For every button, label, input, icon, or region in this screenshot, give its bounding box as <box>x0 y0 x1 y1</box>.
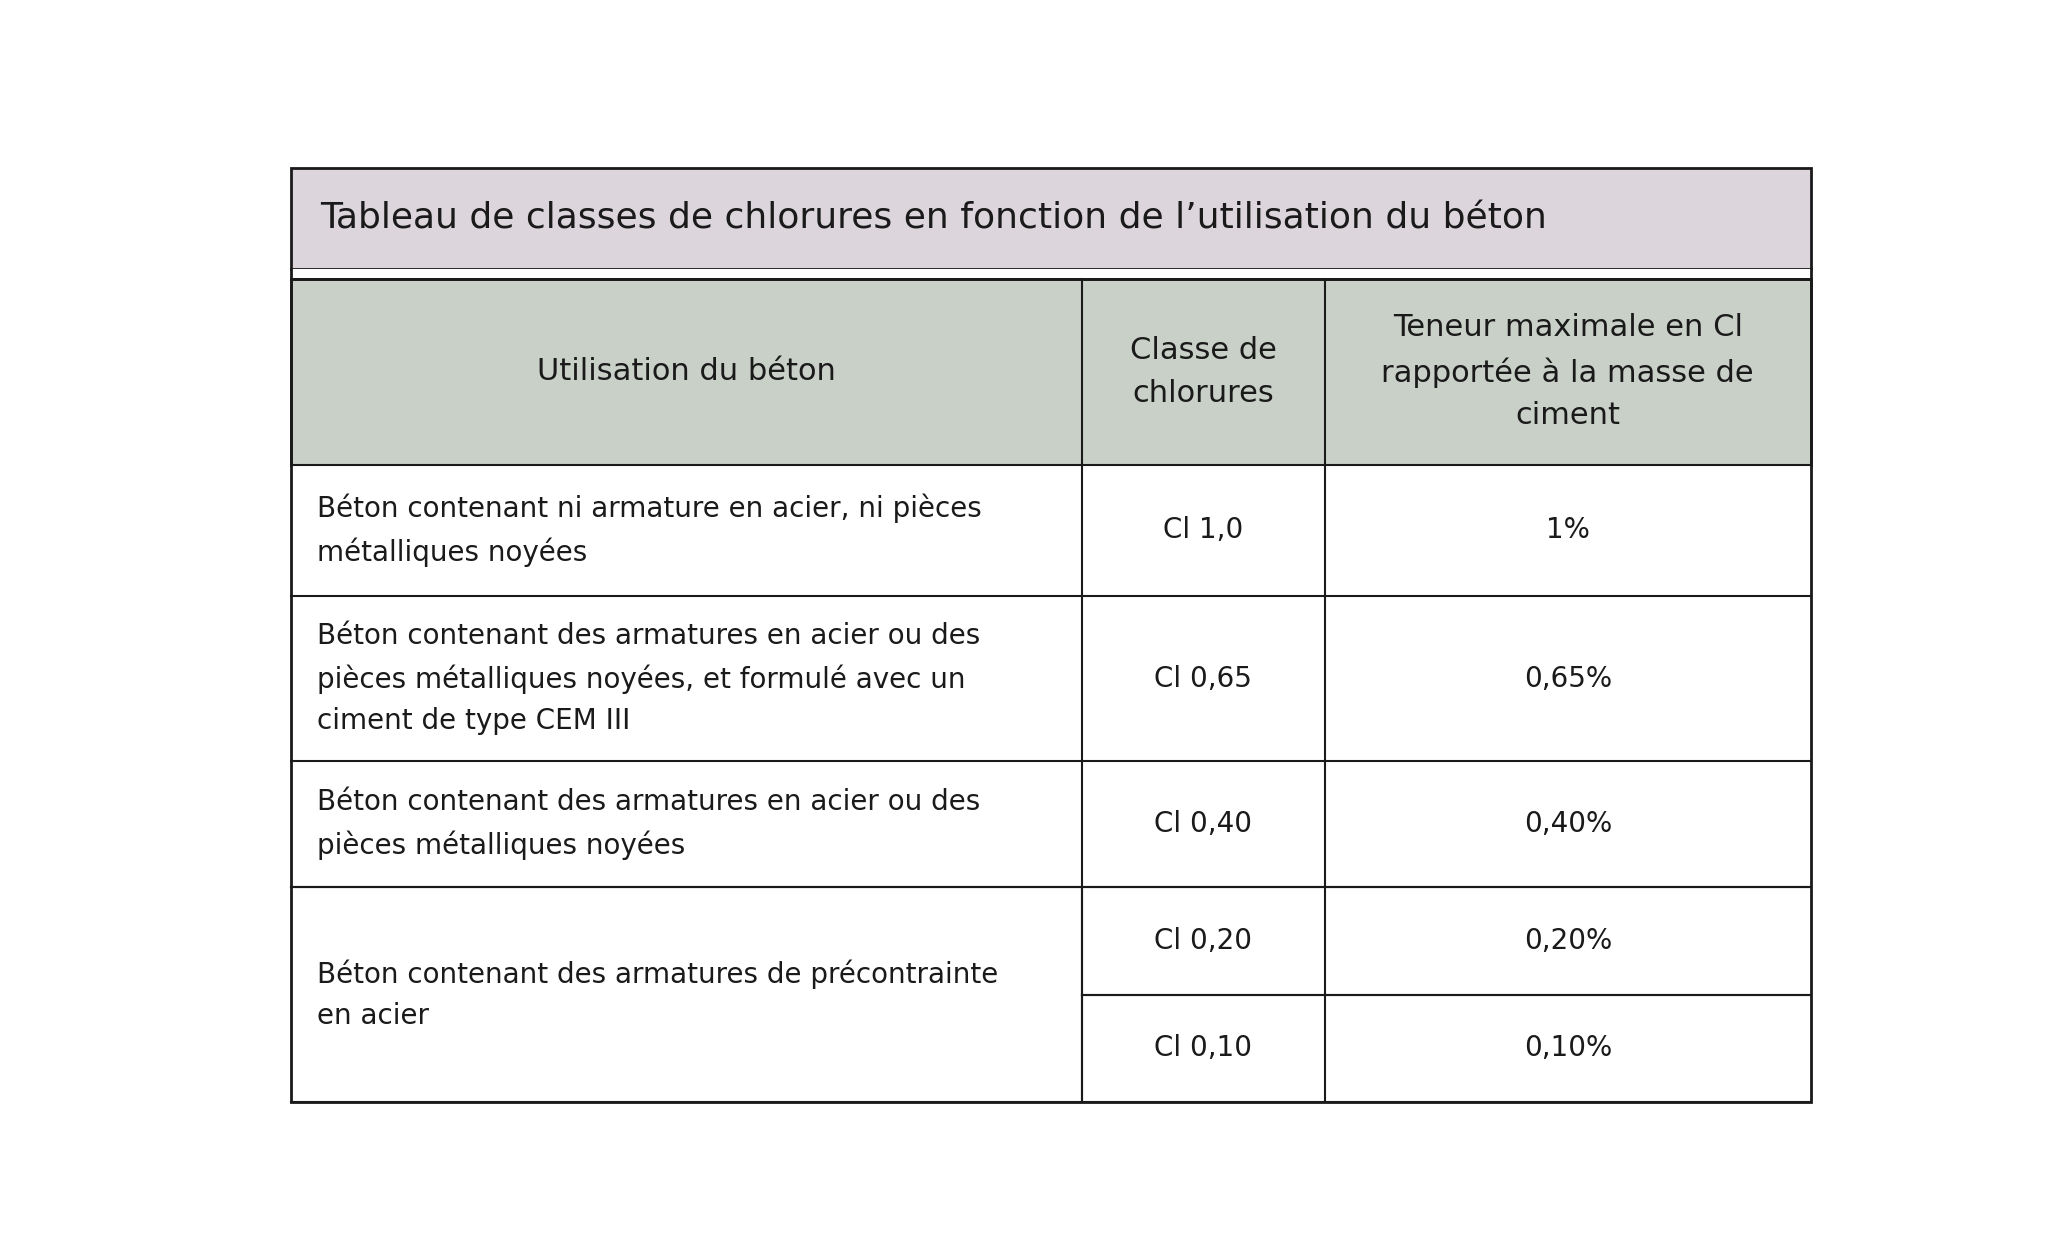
Bar <box>291 595 1811 761</box>
Text: Béton contenant des armatures de précontrainte
en acier: Béton contenant des armatures de précont… <box>316 960 999 1030</box>
Bar <box>291 887 1811 995</box>
Text: Cl 0,40: Cl 0,40 <box>1155 810 1251 838</box>
Text: Béton contenant des armatures en acier ou des
pièces métalliques noyées, et form: Béton contenant des armatures en acier o… <box>316 623 980 735</box>
Text: Cl 0,65: Cl 0,65 <box>1155 664 1251 692</box>
Bar <box>291 279 1811 465</box>
Text: Cl 0,20: Cl 0,20 <box>1155 927 1251 955</box>
Bar <box>291 995 1811 1102</box>
Text: 0,65%: 0,65% <box>1524 664 1612 692</box>
Text: Utilisation du béton: Utilisation du béton <box>537 357 837 386</box>
Text: Béton contenant des armatures en acier ou des
pièces métalliques noyées: Béton contenant des armatures en acier o… <box>316 789 980 860</box>
Text: 0,40%: 0,40% <box>1524 810 1612 838</box>
Bar <box>291 279 1811 1102</box>
Text: Béton contenant ni armature en acier, ni pièces
métalliques noyées: Béton contenant ni armature en acier, ni… <box>316 493 982 567</box>
Text: 0,20%: 0,20% <box>1524 927 1612 955</box>
Text: Classe de
chlorures: Classe de chlorures <box>1130 336 1276 408</box>
Text: Tableau de classes de chlorures en fonction de l’utilisation du béton: Tableau de classes de chlorures en fonct… <box>320 201 1546 235</box>
Bar <box>291 269 1811 279</box>
Bar <box>291 465 1811 595</box>
Text: 0,10%: 0,10% <box>1524 1034 1612 1063</box>
Text: Teneur maximale en Cl
rapportée à la masse de
ciment: Teneur maximale en Cl rapportée à la mas… <box>1382 313 1754 430</box>
Bar <box>291 169 1811 269</box>
Text: Cl 0,10: Cl 0,10 <box>1155 1034 1251 1063</box>
Text: Cl 1,0: Cl 1,0 <box>1163 516 1243 545</box>
Bar <box>291 761 1811 887</box>
Text: 1%: 1% <box>1546 516 1590 545</box>
